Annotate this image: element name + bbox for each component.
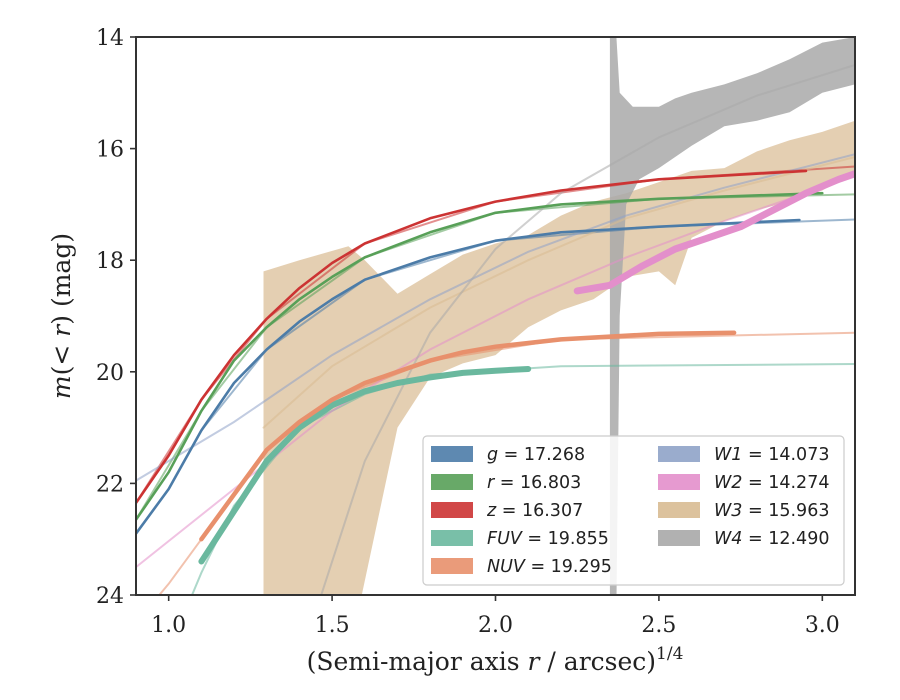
x-tick-label: 1.5 <box>315 613 350 638</box>
y-tick-label: 18 <box>96 249 124 274</box>
legend-swatch-w4 <box>658 530 700 546</box>
legend-label-w1: W1 = 14.073 <box>714 445 829 465</box>
data-curves <box>136 169 855 565</box>
legend-swatch-g <box>431 446 473 462</box>
data-curve-nuv <box>199 330 737 542</box>
y-tick-label: 20 <box>96 361 124 386</box>
x-tick-label: 3.0 <box>805 613 840 638</box>
model-curve-w4 <box>320 63 855 595</box>
legend: g = 17.268 r = 16.803 z = 16.307 FUV = 19.8… <box>422 435 845 586</box>
legend-swatch-w2 <box>658 474 700 490</box>
legend-label-r: r = 16.803 <box>487 473 581 493</box>
legend-swatch-nuv <box>431 558 473 574</box>
data-curve-g <box>136 218 801 535</box>
legend-box <box>422 435 845 586</box>
model-curve-w3 <box>262 156 855 429</box>
legend-label-nuv: NUV = 19.295 <box>487 557 612 577</box>
x-tick-label: 1.0 <box>151 613 186 638</box>
data-curve-r <box>136 191 824 521</box>
uncertainty-bands <box>263 37 855 595</box>
legend-label-w2: W2 = 14.274 <box>714 473 829 493</box>
y-tick-label: 22 <box>96 472 124 497</box>
y-tick-label: 16 <box>96 138 124 163</box>
x-tick-label: 2.0 <box>478 613 513 638</box>
legend-label-z: z = 16.307 <box>486 501 583 521</box>
legend-swatch-w1 <box>658 446 700 462</box>
legend-label-w3: W3 = 15.963 <box>714 501 829 521</box>
legend-label-g: g = 17.268 <box>487 445 585 465</box>
y-tick-label: 14 <box>96 26 124 51</box>
x-axis-ticks: 1.0 1.5 2.0 2.5 3.0 <box>151 595 840 638</box>
data-curve-z <box>136 169 808 505</box>
x-axis-label: (Semi-major axis r / arcsec)1/4 <box>307 644 684 676</box>
legend-swatch-r <box>431 474 473 490</box>
legend-label-w4: W4 = 12.490 <box>714 529 829 549</box>
x-tick-label: 2.5 <box>641 613 676 638</box>
y-axis-label: m(< r) (mag) <box>47 233 76 399</box>
legend-swatch-fuv <box>431 530 473 546</box>
legend-swatch-z <box>431 502 473 518</box>
y-axis-ticks: 14 16 18 20 22 24 <box>96 26 136 609</box>
legend-swatch-w3 <box>658 502 700 518</box>
y-tick-label: 24 <box>96 584 124 609</box>
model-curve-w1 <box>136 153 855 482</box>
legend-label-fuv: FUV = 19.855 <box>487 529 609 549</box>
data-curve-w2 <box>573 170 855 295</box>
data-curve-fuv <box>198 366 532 565</box>
band-w3 <box>263 120 855 595</box>
